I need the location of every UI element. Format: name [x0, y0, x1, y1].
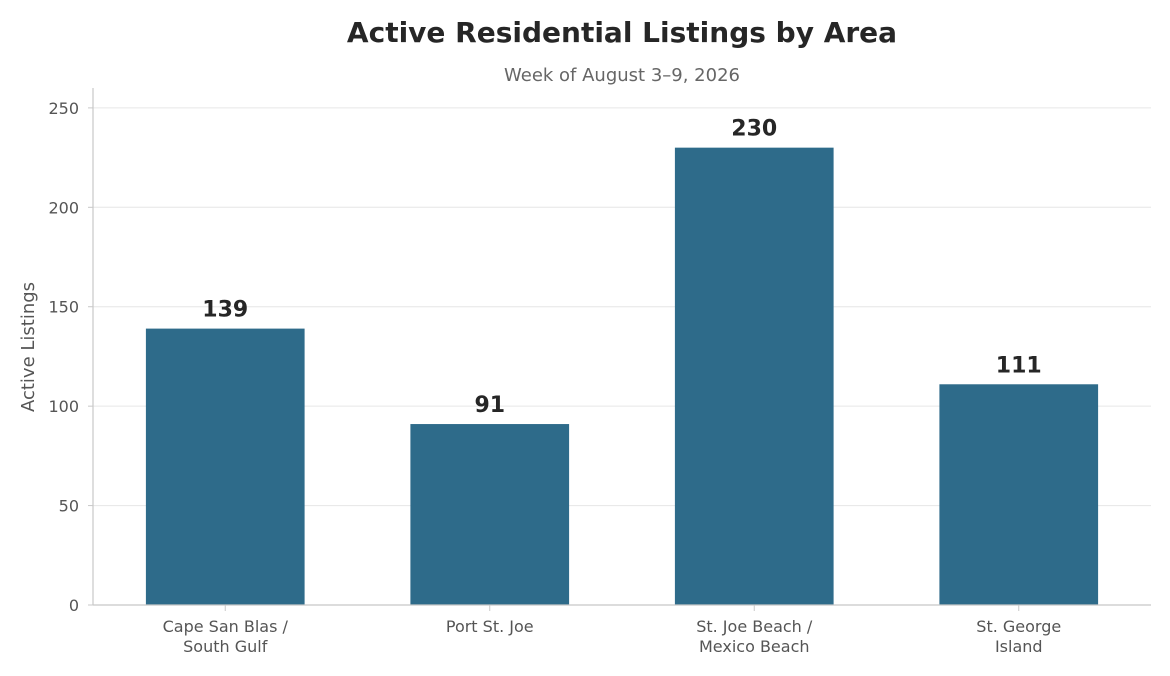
x-tick-label-line: Cape San Blas /: [163, 617, 289, 636]
bar: [939, 384, 1099, 605]
x-tick-label-line: South Gulf: [183, 637, 268, 656]
y-tick-label: 150: [48, 298, 79, 317]
y-tick-label: 50: [59, 497, 79, 516]
axes: [88, 88, 1151, 611]
bar: [674, 147, 834, 605]
x-tick-label-line: Mexico Beach: [699, 637, 810, 656]
x-tick-label: Port St. Joe: [446, 617, 534, 636]
bar: [410, 424, 570, 605]
data-label: 91: [474, 393, 505, 418]
x-tick-label: St. George Island: [976, 617, 1061, 656]
y-axis-label: Active Listings: [18, 282, 39, 412]
chart-title: Active Residential Listings by Area: [347, 16, 897, 49]
y-tick-label: 250: [48, 99, 79, 118]
y-tick-label: 0: [69, 596, 79, 615]
y-tick-label: 200: [48, 198, 79, 217]
x-tick-label: Cape San Blas / South Gulf: [163, 617, 289, 656]
data-label: 139: [202, 298, 248, 323]
x-tick-label-line: St. Joe Beach /: [696, 617, 813, 636]
x-tick-label-line: St. George: [976, 617, 1061, 636]
bar: [145, 328, 305, 605]
y-tick-label: 100: [48, 397, 79, 416]
labels: 0 50 100 150 200 250 139 Cape San Blas / South G…: [48, 99, 1061, 656]
data-label: 111: [996, 353, 1042, 378]
bars: [145, 147, 1099, 605]
chart-subtitle: Week of August 3–9, 2026: [504, 65, 740, 86]
x-tick-label: St. Joe Beach / Mexico Beach: [696, 617, 813, 656]
x-tick-label-line: Port St. Joe: [446, 617, 534, 636]
data-label: 230: [731, 117, 777, 142]
x-tick-label-line: Island: [995, 637, 1043, 656]
